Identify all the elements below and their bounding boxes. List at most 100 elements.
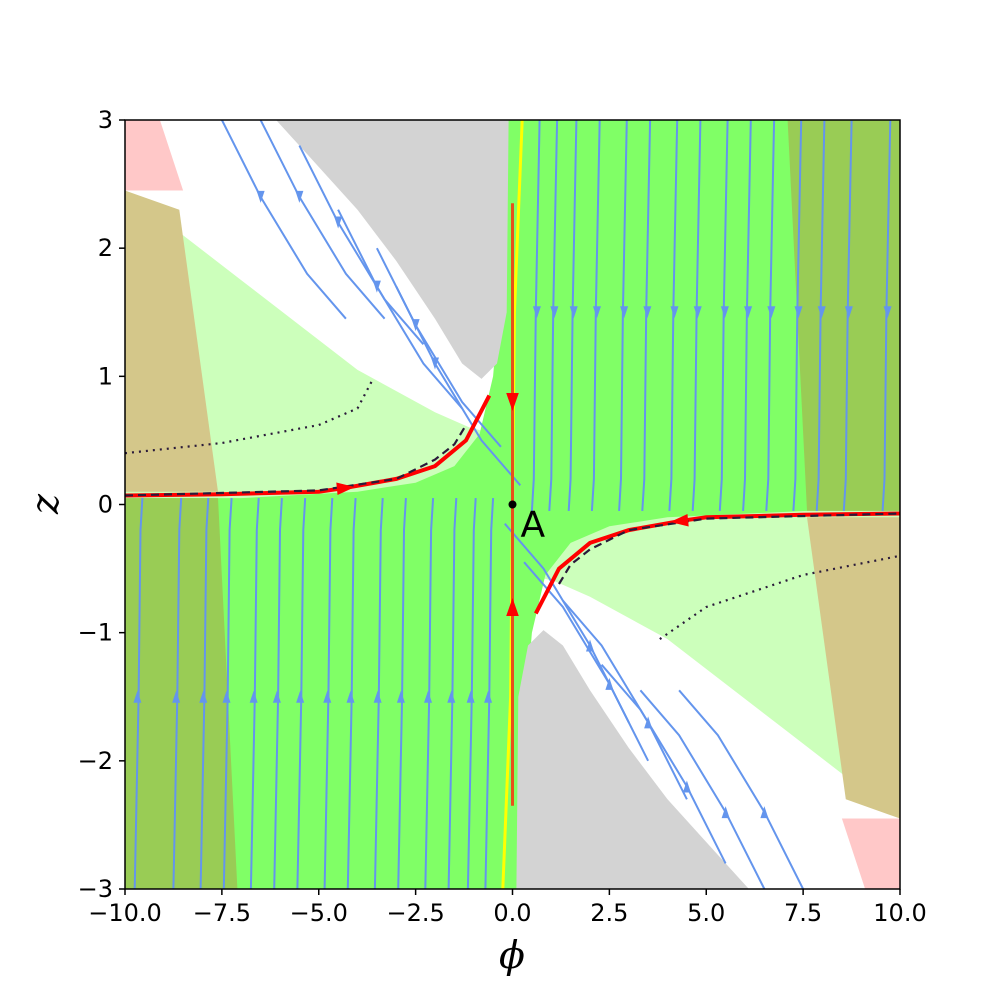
stream-arrow bbox=[883, 306, 892, 319]
stream-arrow bbox=[760, 806, 769, 819]
pink-region-left bbox=[125, 120, 184, 191]
y-tick-label: −3 bbox=[78, 875, 113, 903]
streamline bbox=[881, 120, 892, 511]
stream-arrow bbox=[721, 806, 730, 819]
stream-arrow bbox=[644, 716, 653, 729]
stream-arrow bbox=[532, 306, 541, 319]
red-trajectory-right bbox=[534, 511, 900, 615]
stream-arrow bbox=[484, 690, 493, 703]
stream-arrow bbox=[172, 690, 181, 703]
dashed-curve-left bbox=[125, 424, 467, 497]
streamline bbox=[259, 120, 386, 320]
streamline bbox=[718, 120, 729, 511]
y-axis-label: z bbox=[23, 493, 67, 515]
stream-arrow bbox=[586, 639, 594, 652]
stream-arrow bbox=[466, 690, 475, 703]
streamline bbox=[484, 498, 495, 889]
stream-arrow bbox=[767, 306, 776, 319]
stream-arrow bbox=[682, 780, 691, 793]
stream-arrow bbox=[693, 306, 702, 319]
x-tick-label: −7.5 bbox=[193, 899, 251, 927]
y-tick-label: 1 bbox=[98, 362, 113, 390]
stream-arrow bbox=[550, 306, 559, 319]
tan-region-right bbox=[807, 517, 900, 819]
streamline bbox=[273, 498, 283, 889]
stream-arrow bbox=[256, 190, 265, 203]
streamline bbox=[691, 120, 702, 511]
streamline bbox=[548, 120, 559, 511]
x-tick-label: 5.0 bbox=[687, 899, 725, 927]
streamline bbox=[792, 120, 803, 511]
olive-region-right bbox=[787, 120, 900, 511]
streamline bbox=[530, 120, 541, 511]
x-tick-label: 10.0 bbox=[873, 899, 926, 927]
x-tick-label: −5.0 bbox=[290, 899, 348, 927]
gray-region-top bbox=[276, 120, 509, 379]
streamline bbox=[668, 120, 679, 511]
stream-arrow bbox=[272, 690, 281, 703]
dotted-curve-right bbox=[659, 554, 900, 641]
tan-region-left bbox=[125, 190, 218, 492]
streamline bbox=[298, 145, 425, 345]
stream-arrow bbox=[199, 690, 208, 703]
streamline bbox=[221, 120, 347, 320]
stream-arrow bbox=[620, 306, 629, 319]
stream-arrow bbox=[844, 306, 853, 319]
stream-arrow bbox=[323, 690, 332, 703]
streamline bbox=[337, 209, 463, 410]
y-tick-label: 2 bbox=[98, 234, 113, 262]
streamline bbox=[466, 498, 477, 889]
trajectory-arrow-down bbox=[506, 392, 519, 411]
stream-arrow bbox=[222, 690, 231, 703]
pink-region-right bbox=[841, 818, 900, 889]
dotted-curve-left bbox=[125, 378, 374, 455]
curve-layer bbox=[125, 203, 900, 806]
olive-region-left bbox=[125, 498, 238, 889]
stream-arrow bbox=[447, 690, 456, 703]
trajectory-arrow-up bbox=[506, 598, 519, 617]
stream-arrow bbox=[720, 306, 729, 319]
x-tick-label: −10.0 bbox=[88, 899, 162, 927]
stream-arrow bbox=[396, 690, 405, 703]
red-trajectory-left bbox=[125, 394, 492, 498]
green-region bbox=[125, 120, 813, 889]
streamline bbox=[815, 120, 826, 511]
stream-arrow bbox=[133, 690, 142, 703]
stream-arrow bbox=[334, 216, 343, 229]
streamline bbox=[133, 498, 144, 889]
annotation-layer: A bbox=[508, 500, 546, 546]
streamline bbox=[742, 120, 752, 511]
dashed-curve-right bbox=[558, 512, 900, 585]
stream-arrow bbox=[794, 306, 803, 319]
stream-arrow bbox=[431, 357, 439, 370]
streamline bbox=[504, 523, 630, 723]
x-tick-label: 0.0 bbox=[493, 899, 531, 927]
streamline bbox=[678, 689, 804, 889]
y-tick-label: −1 bbox=[78, 619, 113, 647]
fixed-point-marker bbox=[508, 500, 517, 509]
stream-arrow bbox=[346, 690, 355, 703]
stream-arrow bbox=[424, 690, 433, 703]
trajectory-arrow-right bbox=[670, 513, 689, 527]
streamline bbox=[397, 498, 407, 889]
streamline bbox=[323, 498, 334, 889]
x-tick-label: 2.5 bbox=[590, 899, 628, 927]
streamline bbox=[395, 286, 522, 486]
streamline bbox=[296, 498, 307, 889]
streamline bbox=[765, 120, 776, 511]
streamline bbox=[222, 498, 233, 889]
streamline bbox=[373, 498, 384, 889]
stream-arrow bbox=[817, 306, 826, 319]
streamline bbox=[618, 120, 628, 511]
streamline bbox=[590, 120, 601, 511]
streamline-layer bbox=[133, 120, 892, 889]
streamline bbox=[172, 498, 183, 889]
streamline bbox=[567, 120, 578, 511]
streamline bbox=[600, 664, 727, 864]
streamline bbox=[447, 498, 458, 889]
streamline bbox=[562, 599, 688, 800]
x-tick-label: −2.5 bbox=[386, 899, 444, 927]
stream-arrow bbox=[643, 306, 652, 319]
stream-arrow bbox=[372, 280, 381, 293]
